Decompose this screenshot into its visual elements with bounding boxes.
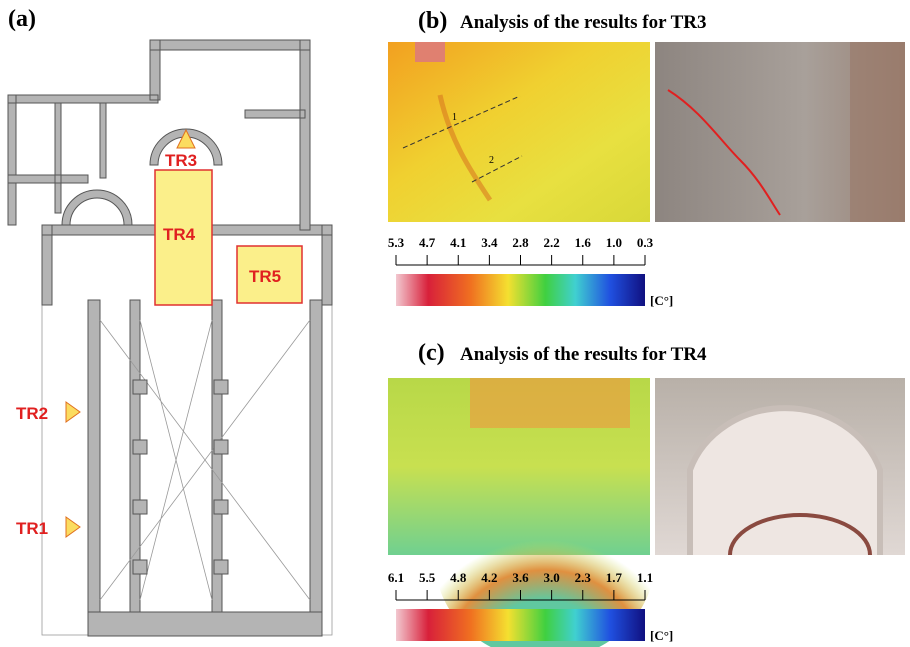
color-bar bbox=[396, 274, 645, 306]
panel-title: Analysis of the results for TR4 bbox=[460, 344, 707, 365]
scale-tick-label: 4.2 bbox=[481, 570, 497, 585]
marker-label: TR4 bbox=[163, 225, 196, 244]
marker-label: TR2 bbox=[16, 404, 48, 423]
scale-tick-label: 1.1 bbox=[637, 570, 653, 585]
scale-tick-label: 3.0 bbox=[544, 570, 560, 585]
marker-label: TR3 bbox=[165, 151, 197, 170]
panel-label: (c) bbox=[418, 340, 445, 366]
scale-tick-label: 4.8 bbox=[450, 570, 467, 585]
scale-tick-label: 0.3 bbox=[637, 235, 654, 250]
scale-tick-label: 5.5 bbox=[419, 570, 436, 585]
color-bar bbox=[396, 609, 645, 641]
scale-tick-label: 4.1 bbox=[450, 235, 466, 250]
line-label: 2 bbox=[489, 155, 494, 166]
scale-tick-label: 3.6 bbox=[512, 570, 529, 585]
panel-label: (a) bbox=[8, 6, 36, 32]
line-label: 1 bbox=[452, 112, 457, 123]
photo-wall bbox=[850, 42, 905, 222]
floor-plan bbox=[8, 40, 332, 636]
marker-label: TR5 bbox=[249, 267, 281, 286]
scale-tick-label: 4.7 bbox=[419, 235, 436, 250]
scale-tick-label: 6.1 bbox=[388, 570, 404, 585]
panel-label: (b) bbox=[418, 8, 447, 34]
thermal-image bbox=[388, 42, 650, 222]
marker-label: TR1 bbox=[16, 519, 48, 538]
scale-tick-label: 2.8 bbox=[512, 235, 529, 250]
warm-band bbox=[470, 378, 630, 428]
scale-tick-label: 1.7 bbox=[606, 570, 623, 585]
scale-tick-label: 2.2 bbox=[544, 235, 560, 250]
hot-spot bbox=[415, 42, 445, 62]
scale-tick-label: 1.6 bbox=[575, 235, 592, 250]
scale-unit: [C°] bbox=[650, 293, 673, 308]
panel-title: Analysis of the results for TR3 bbox=[460, 12, 707, 33]
scale-unit: [C°] bbox=[650, 628, 673, 643]
scale-tick-label: 3.4 bbox=[481, 235, 498, 250]
scale-tick-label: 1.0 bbox=[606, 235, 622, 250]
photo-arch bbox=[690, 408, 880, 555]
figure: (a) TR1 TR2 TR3 TR4 TR5 (b) Analysis of … bbox=[0, 0, 910, 647]
scale-tick-label: 2.3 bbox=[575, 570, 592, 585]
scale-tick-label: 5.3 bbox=[388, 235, 405, 250]
